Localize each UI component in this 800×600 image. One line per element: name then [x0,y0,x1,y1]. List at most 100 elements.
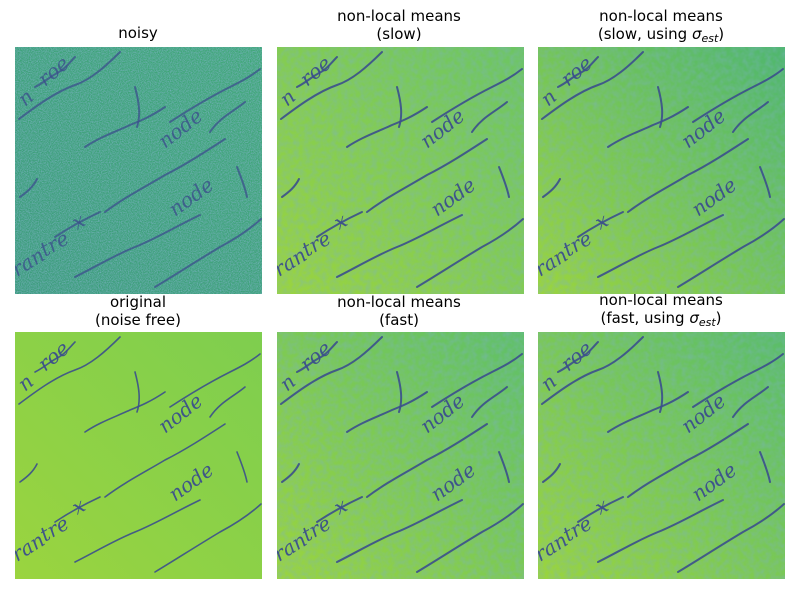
handwriting-stroke [18,51,121,120]
image-nlm-fast-sigma: node node tre x ran n roe [538,332,785,579]
handwriting-stroke [657,86,664,128]
handwriting-stroke [557,56,599,88]
title-nlm-fast: non-local means (fast) [268,293,530,329]
sigma-subscript: est [698,316,716,329]
handwriting-stroke [280,336,383,405]
handwriting-stroke [396,86,403,128]
handwriting-stroke [627,138,749,213]
handwriting-stroke [732,101,769,133]
handwriting-stroke [18,336,121,405]
handwriting-stroke [597,499,724,563]
title-nlm-slow-sigma-text: (slow, using [597,25,692,43]
noise-texture [538,332,785,579]
title-original-line2: (noise free) [95,311,181,329]
title-nlm-fast-sigma-line1: non-local means [599,291,723,309]
title-nlm-slow-sigma: non-local means (slow, using σest) [530,7,792,48]
handwriting-stroke [84,391,166,433]
handwriting-stroke [209,386,246,418]
handwriting-stroke [104,423,226,498]
handwriting-stroke [169,353,261,408]
handwriting-stroke [657,371,664,413]
handwriting-stroke [759,451,771,483]
handwriting-stroke [692,68,784,123]
handwriting-stroke [677,503,785,573]
handwriting-stroke [236,451,248,483]
handwriting-stroke [692,353,784,408]
handwriting-stroke [236,166,248,198]
sigma-symbol: σ [691,25,702,43]
handwriting-stroke [557,341,599,373]
handwriting-stroke [366,138,488,213]
handwriting-stroke [281,463,300,483]
handwriting-stroke [316,211,363,238]
title-nlm-fast-line1: non-local means [337,293,461,311]
title-noisy: noisy [7,24,269,42]
noise-texture [538,47,785,294]
handwriting-stroke [169,68,261,123]
noise-texture [277,47,524,294]
handwriting-stroke [396,371,403,413]
handwriting-stroke [607,106,689,148]
handwriting-stroke [577,211,624,238]
handwriting-stroke [416,218,524,288]
handwriting-stroke [336,214,463,278]
noise-texture [277,332,524,579]
title-nlm-fast-line2: (fast) [379,311,419,329]
handwriting-stroke [54,496,101,523]
image-original: node node tre x ran n roe [15,332,262,579]
handwriting-stroke [84,106,166,148]
handwriting-stroke [209,101,246,133]
title-nlm-slow: non-local means (slow) [268,7,530,43]
handwriting-stroke [154,218,262,288]
handwriting-stroke [542,178,561,198]
handwriting-stroke [74,214,201,278]
handwriting-stroke [74,499,201,563]
handwriting-stroke [597,214,724,278]
title-nlm-fast-sigma-text: (fast, using [600,309,690,327]
handwriting-stroke [541,51,644,120]
title-original: original (noise free) [7,293,269,329]
handwriting-stroke [607,391,689,433]
handwriting-stroke [134,371,140,413]
handwriting-stroke [281,178,300,198]
handwriting-stroke [416,503,524,573]
handwriting-stroke [431,353,523,408]
image-noisy: node node tre x ran n roe [15,47,262,294]
title-nlm-slow-sigma-line2: (slow, using σest) [530,25,792,48]
sigma-symbol: σ [689,309,699,327]
handwriting-stroke [542,463,561,483]
image-nlm-slow: node node tre x ran n roe [277,47,524,294]
image-nlm-fast: node node tre x ran n roe [277,332,524,579]
handwriting-stroke [346,391,428,433]
handwriting-stroke [471,101,508,133]
title-nlm-fast-sigma: non-local means (fast, using σest) [530,291,792,332]
handwriting-stroke [732,386,769,418]
handwriting-stroke [154,503,262,573]
title-nlm-slow-line2: (slow) [376,25,422,43]
handwriting-stroke [498,451,510,483]
handwriting-stroke [34,56,76,88]
handwriting-stroke [431,68,523,123]
handwriting-stroke [296,341,338,373]
handwriting-stroke [346,106,428,148]
close-paren: ) [715,309,722,327]
handwriting-stroke [134,86,141,128]
close-paren: ) [718,25,725,43]
handwriting-stroke [34,341,76,373]
handwriting-stroke [280,51,383,120]
handwriting-stroke [366,423,488,498]
handwriting-stroke [316,496,363,523]
handwriting-stroke [296,56,338,88]
title-nlm-fast-sigma-line2: (fast, using σest) [530,309,792,332]
image-nlm-slow-sigma: node node tre x ran n roe [538,47,785,294]
title-nlm-slow-line1: non-local means [337,7,461,25]
sigma-subscript: est [701,32,719,45]
handwriting-stroke [541,336,644,405]
handwriting-stroke [471,386,508,418]
